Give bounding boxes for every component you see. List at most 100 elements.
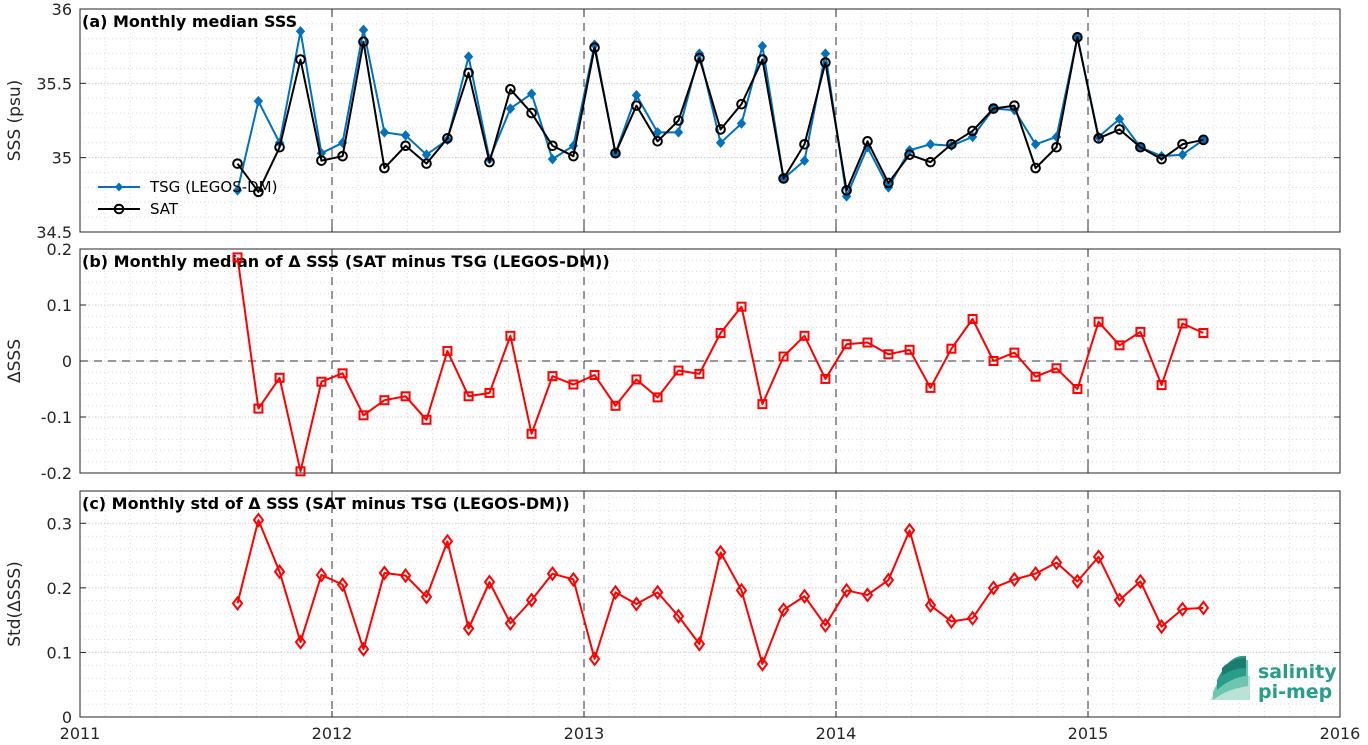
data-point [610,400,621,411]
data-point [253,95,264,107]
data-point [631,100,642,111]
data-point [526,428,537,439]
series-sat [232,31,1209,198]
data-point [399,567,412,584]
panel-a-sss: 34.5 35 35.5 36 SSS (psu) (a) Monthly median … [5,0,1341,242]
data-point [904,344,915,355]
data-point [1134,573,1147,590]
data-point [568,150,579,162]
data-point [840,582,853,599]
logo-text-pi-mep: pi-mep [1258,681,1332,703]
data-point [357,641,370,657]
data-point [1114,113,1125,125]
legend-marker [115,182,123,192]
data-point [294,634,307,650]
x-tick-label: 2015 [1068,724,1109,743]
data-point [568,379,579,390]
data-point [798,588,811,604]
data-point [274,372,285,383]
data-point [400,130,411,141]
data-point [673,115,684,126]
data-point [820,48,831,59]
data-point [904,149,915,160]
data-point [924,597,937,613]
panel-title: (a) Monthly median SSS [82,12,297,31]
data-point [378,565,391,581]
data-point [714,544,727,561]
data-point [1051,141,1062,153]
data-point [1114,340,1125,351]
data-point [546,565,559,582]
y-tick-label: 0.1 [47,296,72,315]
data-point [588,651,601,667]
data-point [295,466,306,477]
x-tick-label: 2016 [1320,724,1361,743]
data-point [652,136,663,147]
data-point [820,373,831,384]
data-point [1009,100,1020,111]
series-delta-2 [231,512,1210,672]
data-point [1114,124,1125,135]
data-point [1156,153,1167,165]
data-point [903,522,916,539]
data-point [1030,139,1041,150]
data-point [336,576,349,593]
series-line [236,36,1204,193]
data-point [925,156,936,168]
data-point [946,343,957,354]
y-axis-label: Std(ΔSSS) [5,561,25,647]
data-point [1113,592,1126,608]
series-line [236,519,1204,666]
data-point [463,391,474,402]
data-point [567,571,580,588]
data-point [1071,573,1084,590]
data-point [694,368,705,379]
data-point [631,89,642,101]
data-point [231,595,244,612]
data-point [820,57,831,68]
data-point [630,596,643,612]
y-tick-label: 0.3 [47,514,72,533]
data-point [1072,384,1083,394]
data-point [358,410,369,421]
data-point [1177,149,1188,160]
data-point [1176,601,1189,617]
y-tick-label: 34.5 [36,223,72,242]
y-tick-label: -0.1 [41,408,72,427]
data-point [799,138,810,150]
data-point [1050,555,1063,571]
data-point [1177,138,1188,150]
y-tick-label: 0.2 [47,579,72,598]
y-tick-label: 0 [62,352,72,371]
data-point [1156,380,1167,391]
data-point [1093,133,1104,144]
y-tick-label: 35 [52,149,72,168]
panel-b-delta-sss: -0.2 -0.1 0 0.1 0.2 ΔSSS (b) Monthly median of… [5,240,1341,483]
data-point [337,150,348,162]
data-point [1029,565,1042,582]
legend-label: TSG (LEGOS-DM) [149,178,277,196]
data-point [1009,347,1020,358]
data-point [946,138,957,150]
data-point [757,399,768,410]
panel-c-std-delta-sss: 0 0.1 0.2 0.3 2011 2012 2013 2014 2015 2016 Std(ΔS… [5,490,1361,743]
legend: TSG (LEGOS-DM) SAT [98,178,277,218]
data-point [736,98,747,110]
data-point [631,374,642,385]
data-point [232,252,243,263]
data-point [316,376,327,387]
data-point [463,67,474,79]
data-point [505,83,516,95]
data-point [988,356,999,366]
data-point [1072,31,1083,43]
data-point [945,613,958,630]
data-point [420,589,433,605]
data-point [757,40,768,52]
y-tick-label: -0.2 [41,464,72,483]
data-point [253,186,264,198]
data-point [421,158,432,169]
data-point [883,177,894,189]
y-axis-label: ΔSSS [5,339,25,383]
data-point [253,403,264,414]
data-point [693,636,706,652]
